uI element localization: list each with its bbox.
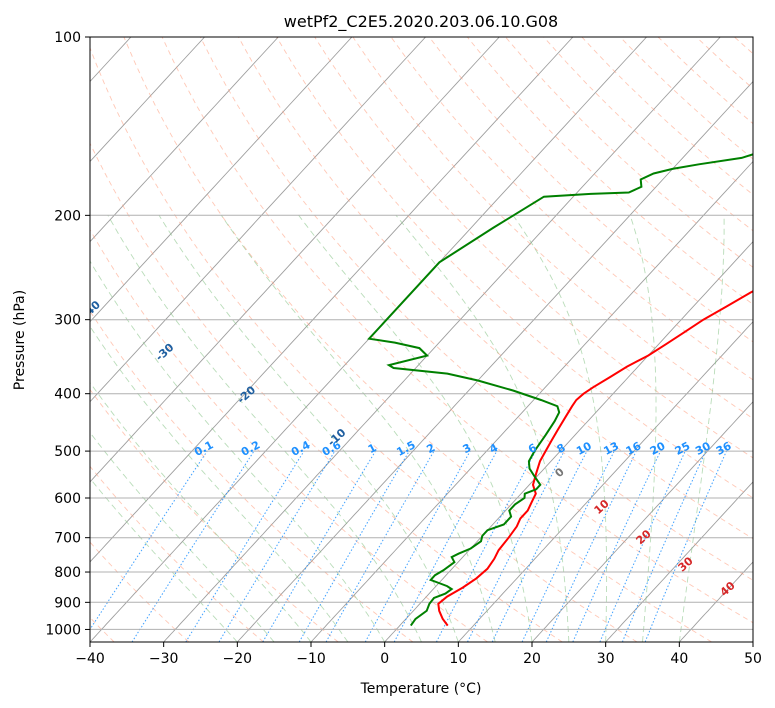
dry-adiabat-line bbox=[390, 37, 753, 381]
y-tick-label: 700 bbox=[54, 531, 81, 547]
dry-adiabat-line bbox=[90, 388, 339, 642]
x-tick-label: 40 bbox=[670, 651, 688, 667]
dry-adiabat-line bbox=[466, 37, 753, 305]
mixing-ratio-line bbox=[435, 450, 537, 642]
mixing-ratio-label: 16 bbox=[624, 439, 644, 458]
y-tick-label: 300 bbox=[54, 313, 81, 329]
x-tick-label: −40 bbox=[75, 651, 105, 667]
mixing-ratio-line bbox=[599, 450, 686, 642]
mixing-ratio-line bbox=[521, 450, 615, 642]
mixing-ratio-label: 25 bbox=[673, 439, 693, 458]
moist-adiabat-line bbox=[512, 215, 608, 642]
x-axis-label: Temperature (°C) bbox=[360, 681, 482, 697]
pressure-gridlines bbox=[90, 37, 753, 630]
x-axis-ticks: −40 −30 −20 −10 0 10 20 30 40 50 bbox=[75, 642, 762, 667]
isotherm-line bbox=[752, 641, 753, 642]
moist-adiabat-line bbox=[158, 215, 459, 642]
temperature-profile-line bbox=[437, 290, 753, 627]
isotherm-line bbox=[384, 240, 753, 642]
isotherm-line bbox=[90, 37, 500, 483]
y-tick-label: 1000 bbox=[45, 622, 81, 638]
mixing-ratio-line bbox=[545, 450, 637, 642]
isotherm-line bbox=[0, 37, 57, 642]
dry-adiabat-line bbox=[161, 37, 753, 624]
dry-adiabat-line bbox=[90, 310, 414, 642]
isotherm-line bbox=[90, 37, 574, 563]
mixing-ratio-label: 10 bbox=[574, 439, 594, 458]
x-tick-label: 30 bbox=[597, 651, 615, 667]
mixing-ratio-label: 36 bbox=[714, 439, 734, 458]
isotherm-line bbox=[163, 37, 721, 642]
isotherm-line bbox=[90, 37, 353, 323]
dewpoint-profile-line bbox=[367, 153, 753, 627]
x-tick-label: −10 bbox=[296, 651, 326, 667]
moist-adiabat-line bbox=[90, 260, 386, 642]
mixing-ratio-line bbox=[218, 450, 336, 642]
y-tick-label: 500 bbox=[54, 444, 81, 460]
mixing-ratio-line bbox=[185, 450, 305, 642]
isotherm-line bbox=[90, 37, 426, 403]
mixing-ratio-line bbox=[90, 450, 208, 631]
x-tick-label: 10 bbox=[449, 651, 467, 667]
isotherm-line bbox=[457, 321, 753, 642]
moist-adiabat-line bbox=[90, 477, 238, 642]
isotherm-line bbox=[605, 481, 753, 642]
y-tick-label: 200 bbox=[54, 208, 81, 224]
moist-adiabat-line bbox=[107, 215, 422, 642]
moist-adiabat-line bbox=[220, 215, 496, 642]
isotherm-line bbox=[678, 561, 753, 642]
y-axis-label: Pressure (hPa) bbox=[12, 290, 28, 390]
mixing-ratio-label: 13 bbox=[601, 439, 621, 458]
y-tick-label: 800 bbox=[54, 565, 81, 581]
x-tick-label: −30 bbox=[149, 651, 179, 667]
chart-title: wetPf2_C2E5.2020.203.06.10.G08 bbox=[284, 12, 558, 32]
dry-adiabat-label: -50 bbox=[13, 255, 37, 278]
mixing-ratio-line bbox=[325, 450, 435, 642]
plot-frame bbox=[89, 36, 754, 643]
dry-adiabat-line bbox=[90, 142, 563, 642]
y-tick-label: 900 bbox=[54, 595, 81, 611]
x-tick-label: −20 bbox=[223, 651, 253, 667]
mixing-ratio-label: 30 bbox=[693, 439, 713, 458]
x-tick-label: 0 bbox=[380, 651, 389, 667]
dry-adiabat-line bbox=[90, 465, 264, 642]
mixing-ratio-line bbox=[131, 450, 255, 642]
dry-adiabat-line bbox=[90, 228, 488, 642]
mixing-ratio-label: 20 bbox=[648, 439, 668, 458]
mixing-ratio-line bbox=[467, 450, 565, 642]
moist-adiabat-line bbox=[395, 215, 570, 642]
moist-adiabat-line bbox=[90, 431, 275, 642]
moist-adiabat-line bbox=[90, 325, 349, 642]
mixing-ratio-line bbox=[621, 450, 707, 642]
x-tick-label: 20 bbox=[523, 651, 541, 667]
x-tick-label: 50 bbox=[744, 651, 762, 667]
mixing-ratio-line bbox=[393, 450, 498, 642]
y-axis-ticks: 100 200 300 400 500 600 700 800 900 1000 bbox=[45, 30, 90, 638]
isotherm-line bbox=[531, 401, 753, 642]
sounding-profiles bbox=[367, 153, 753, 627]
mixing-ratio-line bbox=[364, 450, 471, 642]
isotherm-line bbox=[310, 160, 753, 642]
dry-adiabat-line bbox=[90, 46, 638, 642]
y-tick-label: 100 bbox=[54, 30, 81, 46]
dry-adiabat-line bbox=[276, 37, 753, 499]
y-tick-label: 400 bbox=[54, 387, 81, 403]
mixing-ratio-line bbox=[644, 450, 727, 642]
moist-adiabat-line bbox=[629, 215, 657, 642]
y-tick-label: 600 bbox=[54, 491, 81, 507]
mixing-ratio-line bbox=[572, 450, 662, 642]
moist-adiabat-line bbox=[678, 215, 725, 642]
